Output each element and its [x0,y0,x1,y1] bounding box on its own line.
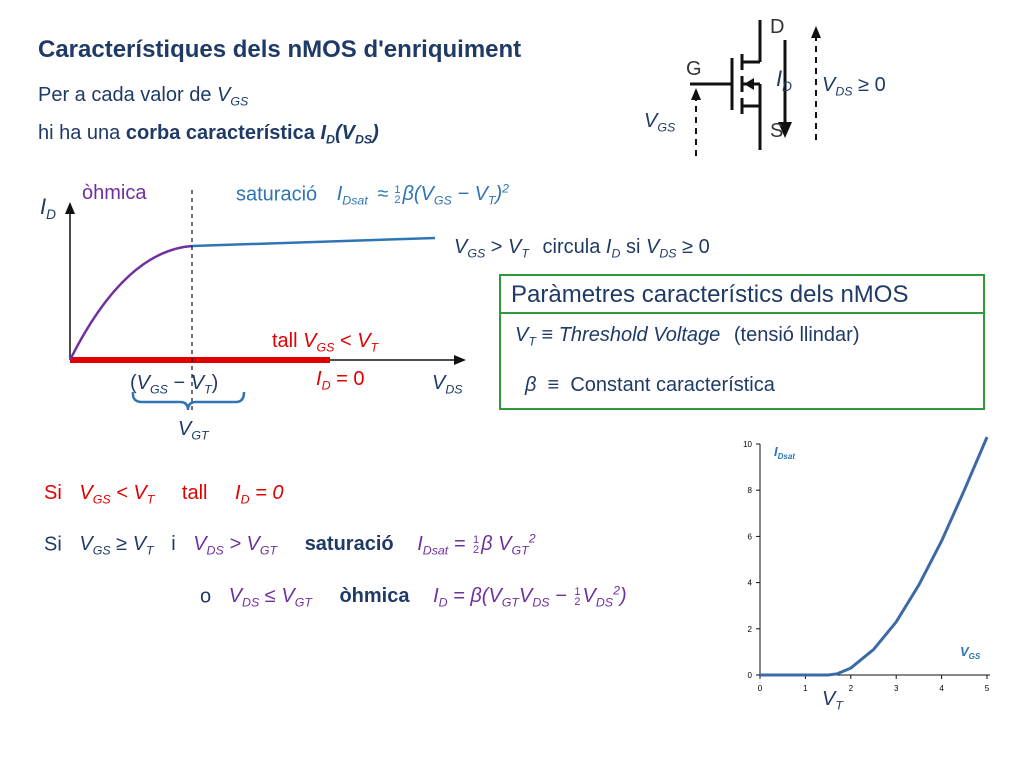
x-tick-label: 0 [758,684,763,693]
x-tick-label: 5 [985,684,990,693]
gate-label: G [686,58,702,80]
vt-definition: VT ≡ Threshold Voltage (tensió llindar) [515,324,860,349]
page-title: Característiques dels nMOS d'enriquiment [38,36,522,63]
nmos-symbol [690,20,821,156]
y-tick-label: 0 [748,671,753,680]
vgt-brace [131,391,246,411]
y-tick-label: 4 [748,579,753,588]
vgt-label: VGT [178,418,209,443]
parameters-box: Paràmetres característics dels nMOS VT ≡… [499,274,985,410]
ohmic-label: òhmica [82,182,147,204]
id-arrow-label: ID [776,66,792,94]
drain-label: D [770,16,785,38]
vds-axis-label: VDS [432,372,463,397]
y-tick-label: 8 [748,486,753,495]
vgs-label: VGS [644,110,676,135]
parameters-header: Paràmetres característics dels nMOS [501,276,983,314]
x-tick-label: 3 [894,684,899,693]
saturation-curve [191,236,436,248]
chart-ylabel: IDsat [774,444,796,461]
rule-saturation: Si VGS ≥ VT i VDS > VGT saturació IDsat … [44,532,536,558]
y-axis-arrow [65,202,75,214]
beta-definition: β ≡ Constant característica [525,374,775,396]
ohmic-curve [68,244,193,361]
chart-xlabel: VGS [960,644,981,661]
intro-line-1: Per a cada valor de VGS [38,84,249,109]
chart-vt-marker: VT [822,688,843,713]
id-vds-plot [65,190,466,411]
source-label: S [770,120,784,142]
intro-line-2: hi ha una corba característica ID(VDS) [38,122,379,147]
vgs-minus-vt: (VGS − VT) [130,372,219,397]
saturation-label: saturació IDsat ≈1 2 β(VGS − VT)2 [236,182,510,208]
rule-cutoff: Si VGS < VT tall ID = 0 [44,482,284,507]
y-tick-label: 6 [748,532,753,541]
cutoff-label: tall VGS < VT [272,330,379,355]
x-axis-arrow [454,355,466,365]
rule-ohmic: o VDS ≤ VGT òhmica ID = β(VGTVDS − 1 2 VDS… [200,584,627,610]
series-line-idsat [760,436,989,677]
id-zero-label: ID = 0 [316,368,365,393]
vds-label: VDS ≥ 0 [822,74,886,99]
y-tick-label: 10 [743,440,752,449]
x-tick-label: 1 [803,684,808,693]
id-axis-label: ID [40,194,56,222]
x-tick-label: 4 [939,684,944,693]
y-tick-label: 2 [748,625,753,634]
x-tick-label: 2 [849,684,854,693]
conduction-condition: VGS > VT circula ID si VDS ≥ 0 [454,236,710,261]
transfer-chart: 0 1 2 3 4 5 0 2 4 6 8 10 [743,436,990,693]
